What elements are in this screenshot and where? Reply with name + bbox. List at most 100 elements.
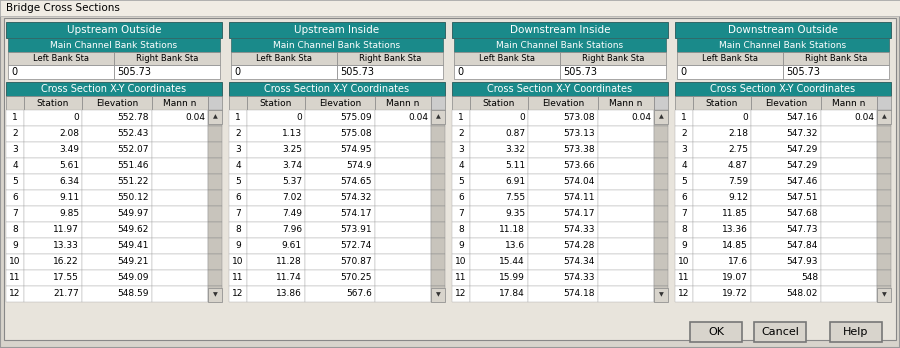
- Bar: [375, 222, 431, 238]
- Bar: [598, 126, 654, 142]
- Bar: [470, 222, 528, 238]
- Bar: [6, 254, 24, 270]
- Text: 6.91: 6.91: [505, 177, 525, 187]
- Bar: [82, 286, 152, 302]
- Bar: [229, 96, 247, 110]
- Text: 6: 6: [458, 193, 464, 203]
- Bar: [375, 110, 431, 126]
- Text: Elevation: Elevation: [96, 98, 138, 108]
- Bar: [751, 142, 821, 158]
- Bar: [337, 65, 443, 79]
- Text: 5.61: 5.61: [58, 161, 79, 171]
- Bar: [24, 222, 82, 238]
- Text: Bridge Cross Sections: Bridge Cross Sections: [6, 3, 120, 13]
- Text: 9.35: 9.35: [505, 209, 525, 219]
- Bar: [693, 270, 751, 286]
- Bar: [528, 142, 598, 158]
- Bar: [24, 206, 82, 222]
- Bar: [675, 254, 693, 270]
- Text: Station: Station: [260, 98, 292, 108]
- Bar: [229, 222, 247, 238]
- Text: 552.78: 552.78: [118, 113, 149, 122]
- Bar: [654, 142, 668, 158]
- Bar: [24, 286, 82, 302]
- Bar: [877, 238, 891, 254]
- Bar: [247, 270, 305, 286]
- Bar: [598, 190, 654, 206]
- Bar: [229, 286, 247, 302]
- Text: 3: 3: [458, 145, 464, 155]
- Bar: [6, 206, 24, 222]
- Bar: [231, 52, 337, 65]
- Text: 5: 5: [235, 177, 241, 187]
- Bar: [208, 190, 222, 206]
- Bar: [247, 206, 305, 222]
- Bar: [693, 142, 751, 158]
- Bar: [654, 286, 668, 302]
- Text: 17.84: 17.84: [500, 290, 525, 299]
- Text: 12: 12: [9, 290, 21, 299]
- Bar: [877, 142, 891, 158]
- Text: ▼: ▼: [882, 293, 886, 298]
- Bar: [375, 270, 431, 286]
- Text: 13.86: 13.86: [276, 290, 302, 299]
- Bar: [6, 142, 24, 158]
- Bar: [528, 286, 598, 302]
- Bar: [598, 142, 654, 158]
- Bar: [677, 52, 783, 65]
- Text: ▼: ▼: [212, 293, 218, 298]
- Bar: [229, 206, 247, 222]
- Bar: [375, 206, 431, 222]
- Text: 11.85: 11.85: [722, 209, 748, 219]
- Bar: [877, 110, 891, 126]
- Bar: [654, 110, 668, 126]
- Text: Station: Station: [37, 98, 69, 108]
- Bar: [751, 270, 821, 286]
- Text: 5: 5: [681, 177, 687, 187]
- Text: ▲: ▲: [659, 114, 663, 119]
- Text: 5: 5: [12, 177, 18, 187]
- Text: Downstream Outside: Downstream Outside: [728, 25, 838, 35]
- Bar: [431, 222, 445, 238]
- Bar: [821, 142, 877, 158]
- Bar: [375, 158, 431, 174]
- Text: Cross Section X-Y Coordinates: Cross Section X-Y Coordinates: [488, 84, 633, 94]
- Text: 0: 0: [296, 113, 302, 122]
- Bar: [821, 174, 877, 190]
- Bar: [470, 238, 528, 254]
- Text: 7.02: 7.02: [282, 193, 302, 203]
- Text: Elevation: Elevation: [319, 98, 361, 108]
- Text: 567.6: 567.6: [346, 290, 372, 299]
- Bar: [375, 174, 431, 190]
- Bar: [24, 142, 82, 158]
- Bar: [821, 190, 877, 206]
- Bar: [152, 158, 208, 174]
- Text: OK: OK: [708, 327, 724, 337]
- Text: 3: 3: [681, 145, 687, 155]
- Text: 9.12: 9.12: [728, 193, 748, 203]
- Text: 505.73: 505.73: [117, 67, 151, 77]
- Bar: [305, 174, 375, 190]
- Bar: [431, 174, 445, 190]
- Bar: [82, 158, 152, 174]
- Text: 505.73: 505.73: [563, 67, 597, 77]
- Text: 9: 9: [235, 242, 241, 251]
- Bar: [751, 254, 821, 270]
- Bar: [231, 65, 337, 79]
- Text: 6: 6: [681, 193, 687, 203]
- Text: 0: 0: [680, 67, 686, 77]
- Text: Station: Station: [706, 98, 738, 108]
- Text: 574.04: 574.04: [563, 177, 595, 187]
- Text: 0: 0: [742, 113, 748, 122]
- Bar: [431, 158, 445, 174]
- Bar: [152, 222, 208, 238]
- Text: 11: 11: [9, 274, 21, 283]
- Text: 5: 5: [458, 177, 464, 187]
- Bar: [877, 270, 891, 286]
- Text: 0.04: 0.04: [408, 113, 428, 122]
- Bar: [247, 190, 305, 206]
- Bar: [431, 254, 445, 270]
- Bar: [783, 52, 889, 65]
- Bar: [693, 254, 751, 270]
- Bar: [751, 206, 821, 222]
